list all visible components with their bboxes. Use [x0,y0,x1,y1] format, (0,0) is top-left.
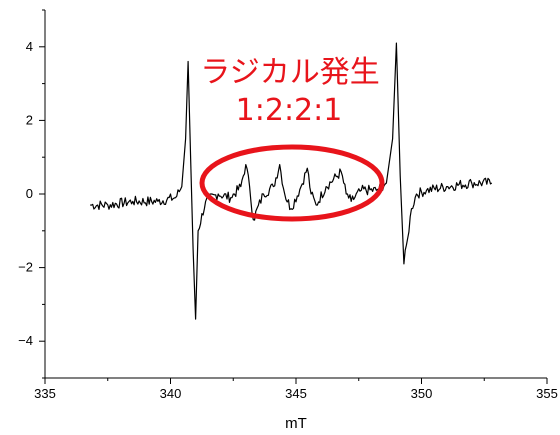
annotation-ratio-label: 1:2:2:1 [236,93,343,128]
annotation-radical-label: ラジカル発生 [200,55,379,90]
x-tick-label: 345 [285,386,307,401]
y-tick-label: 2 [26,112,33,127]
series-group [90,42,493,320]
y-tick-label: −4 [18,333,33,348]
x-axis-title: mT [285,415,307,432]
ticks: 335 340 345 350 355 −4 −2 0 2 4 [18,9,558,401]
y-tick-label: −2 [18,260,33,275]
x-tick-label: 350 [411,386,433,401]
x-tick-label: 335 [34,386,56,401]
series-line [90,42,493,320]
highlight-ellipse [199,144,385,222]
y-tick-label: 4 [26,39,33,54]
x-tick-label: 355 [536,386,558,401]
annotations: ラジカル発生 1:2:2:1 [199,55,385,222]
y-tick-label: 0 [26,186,33,201]
x-tick-label: 340 [160,386,182,401]
